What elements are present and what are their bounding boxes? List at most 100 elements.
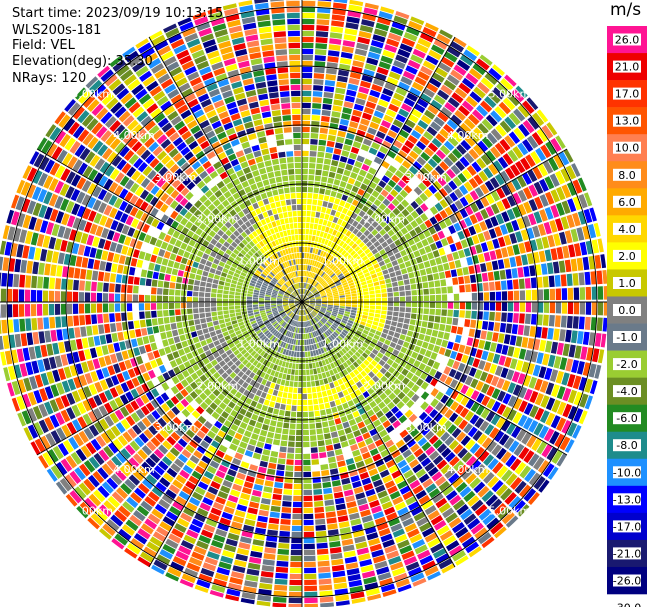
gate-cell	[315, 416, 321, 423]
gate-cell	[439, 145, 451, 156]
gate-cell	[375, 424, 385, 433]
gate-cell	[410, 443, 420, 453]
gate-cell	[462, 266, 469, 276]
gate-cell	[359, 218, 367, 226]
gate-cell	[352, 449, 361, 457]
gate-cell	[7, 319, 14, 333]
gate-cell	[526, 135, 539, 149]
gate-cell	[539, 194, 549, 207]
gate-cell	[274, 313, 280, 318]
gate-cell	[265, 305, 271, 308]
gate-cell	[67, 378, 77, 391]
gate-cell	[158, 272, 165, 281]
gate-cell	[316, 25, 329, 32]
gate-cell	[315, 169, 322, 176]
gate-cell	[453, 64, 467, 76]
gate-cell	[511, 324, 519, 335]
gate-cell	[44, 401, 54, 415]
gate-cell	[345, 237, 352, 245]
gate-cell	[467, 495, 480, 507]
gate-cell	[367, 283, 374, 288]
gate-cell	[307, 271, 310, 277]
gate-cell	[378, 359, 386, 367]
gate-cell	[422, 560, 437, 571]
gate-cell	[383, 506, 396, 516]
gate-cell	[438, 61, 452, 73]
gate-cell	[157, 374, 166, 384]
gate-cell	[342, 144, 352, 152]
gate-cell	[219, 517, 231, 526]
gate-cell	[417, 308, 424, 314]
gate-cell	[367, 316, 374, 321]
gate-cell	[573, 287, 580, 300]
gate-cell	[84, 221, 93, 233]
gate-cell	[243, 342, 250, 349]
gate-cell	[386, 237, 394, 245]
gate-cell	[379, 249, 386, 256]
gate-cell	[342, 269, 349, 275]
gate-cell	[262, 449, 271, 456]
gate-cell	[388, 392, 397, 401]
gate-cell	[312, 483, 322, 489]
gate-cell	[561, 372, 570, 386]
gate-cell	[194, 396, 204, 405]
gate-cell	[272, 310, 278, 314]
gate-cell	[57, 368, 67, 381]
gate-cell	[161, 355, 169, 364]
gate-cell	[212, 380, 220, 388]
gate-cell	[427, 343, 435, 351]
gate-cell	[302, 90, 312, 97]
gate-cell	[331, 274, 337, 280]
gate-cell	[333, 582, 348, 590]
gate-cell	[390, 98, 402, 107]
gate-cell	[258, 435, 266, 443]
gate-cell	[324, 331, 330, 337]
gate-cell	[306, 369, 310, 376]
gate-cell	[538, 479, 550, 493]
gate-cell	[257, 376, 263, 384]
gate-cell	[182, 321, 189, 328]
gate-cell	[375, 484, 386, 493]
gate-cell	[560, 167, 571, 182]
gate-cell	[371, 212, 379, 220]
gate-cell	[309, 229, 313, 235]
gate-cell	[304, 327, 307, 333]
gate-cell	[412, 417, 422, 427]
gate-cell	[385, 278, 392, 284]
gate-cell	[356, 129, 366, 138]
gate-cell	[291, 537, 302, 544]
gate-cell	[549, 369, 559, 382]
gate-cell	[215, 470, 226, 479]
gate-cell	[405, 65, 418, 75]
gate-cell	[445, 324, 452, 333]
gate-cell	[464, 217, 473, 227]
gate-cell	[321, 298, 328, 300]
gate-cell	[409, 278, 416, 284]
gate-cell	[416, 387, 425, 397]
gate-cell	[517, 324, 524, 336]
gate-cell	[151, 310, 157, 318]
gate-cell	[88, 383, 98, 396]
gate-cell	[310, 312, 315, 317]
gate-cell	[335, 337, 342, 343]
gate-cell	[195, 406, 205, 415]
gate-cell	[369, 89, 381, 98]
gate-cell	[395, 194, 404, 203]
gate-cell	[332, 250, 338, 257]
gate-cell	[150, 388, 160, 398]
gate-cell	[189, 439, 199, 449]
gate-cell	[364, 258, 371, 265]
gate-cell	[314, 506, 325, 513]
gate-cell	[311, 115, 321, 121]
gate-cell	[225, 278, 232, 283]
gate-cell	[566, 422, 578, 437]
gate-cell	[447, 294, 454, 301]
gate-cell	[305, 333, 308, 339]
gate-cell	[375, 224, 383, 232]
gate-cell	[453, 309, 459, 318]
gate-cell	[144, 234, 152, 244]
gate-cell	[522, 215, 531, 228]
gate-cell	[162, 303, 169, 310]
gate-cell	[415, 206, 424, 216]
gate-cell	[181, 573, 196, 584]
